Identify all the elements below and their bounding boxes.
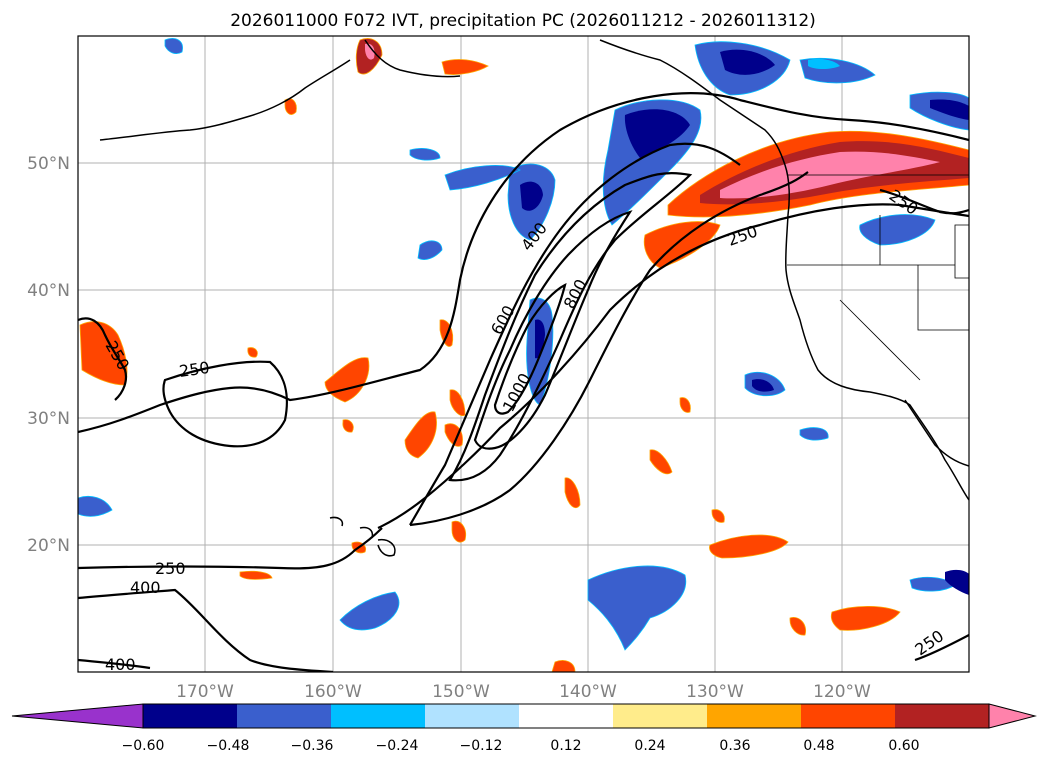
ivt-contour-400 [409,142,741,526]
aleutian-islands [99,59,351,141]
ivt-label-250-west: 250 [178,358,211,381]
map-frame [77,35,970,673]
ivt-label-250-south: 250 [155,559,186,578]
colorbar-tick-label: −0.24 [376,738,419,754]
ivt-contour-400-southwest [78,658,151,670]
lon-label-150w: 150°W [432,682,490,702]
ivt-contour-1000 [493,282,567,415]
precip-anomaly-fill [78,38,969,672]
lat-label-40n: 40°N [27,281,70,301]
map-panel: 400 600 800 1000 250 250 250 400 400 250… [27,35,970,702]
colorbar-tick-label: 0.36 [719,738,750,754]
colorbar-tick-label: −0.48 [207,738,250,754]
lon-label-120w: 120°W [813,682,871,702]
lon-label-170w: 170°W [176,682,234,702]
ivt-contour-400-east [409,171,809,527]
latitude-labels: 50°N 40°N 30°N 20°N [27,154,70,556]
colorbar-ticks: −0.60 −0.48 −0.36 −0.24 −0.12 0.12 0.24 … [122,738,920,754]
figure-title: 2026011000 F072 IVT, precipitation PC (2… [230,11,816,31]
colorbar-bin [895,704,989,728]
colorbar-extension-high [988,703,1037,729]
colorbar-extension-low [11,703,144,729]
ivt-contour-600 [448,171,693,482]
hawaii-islands [329,516,396,557]
colorbar-bin [143,704,237,728]
colorbar-bins [142,703,990,729]
colorbar-bin [707,704,801,728]
colorbar-tick-label: −0.36 [291,738,334,754]
colorbar-tick-label: −0.12 [460,738,503,754]
colorbar: −0.60 −0.48 −0.36 −0.24 −0.12 0.12 0.24 … [11,703,1037,754]
ivt-label-400-southwest: 400 [105,655,136,674]
ivt-contour-250-southeast [377,203,969,529]
colorbar-bin [425,704,519,728]
lat-label-50n: 50°N [27,154,70,174]
colorbar-bin [331,704,425,728]
longitude-labels: 170°W 160°W 150°W 140°W 130°W 120°W [176,682,871,702]
colorbar-bin [613,704,707,728]
colorbar-bin [237,704,331,728]
ivt-contour-250-southeast-corner [914,634,969,662]
ivt-contour-250-east [879,188,969,215]
lon-label-130w: 130°W [686,682,744,702]
lat-label-30n: 30°N [27,409,70,429]
coastlines [99,39,969,557]
colorbar-tick-label: 0.24 [634,738,665,754]
north-america-coast [599,39,969,501]
lon-label-140w: 140°W [559,682,617,702]
lat-label-20n: 20°N [27,536,70,556]
alaska-coast [364,39,461,78]
ivt-contour-250-south [78,527,383,570]
ivt-contours [78,92,969,672]
colorbar-bin [801,704,895,728]
us-state-borders [787,174,969,381]
ivt-contour-250-inner [162,360,288,448]
ivt-label-400-south: 400 [130,578,161,597]
baja-california-coast [904,399,969,467]
colorbar-tick-label: 0.12 [550,738,581,754]
ivt-contour-800 [473,210,633,450]
ivt-contour-250-main [78,92,969,434]
ivt-contour-400-south [78,588,334,672]
ivt-contour-250-northwest [78,317,128,401]
lon-label-160w: 160°W [304,682,362,702]
colorbar-tick-label: 0.60 [888,738,919,754]
colorbar-bin [519,704,613,728]
colorbar-tick-label: −0.60 [122,738,165,754]
colorbar-tick-label: 0.48 [803,738,834,754]
